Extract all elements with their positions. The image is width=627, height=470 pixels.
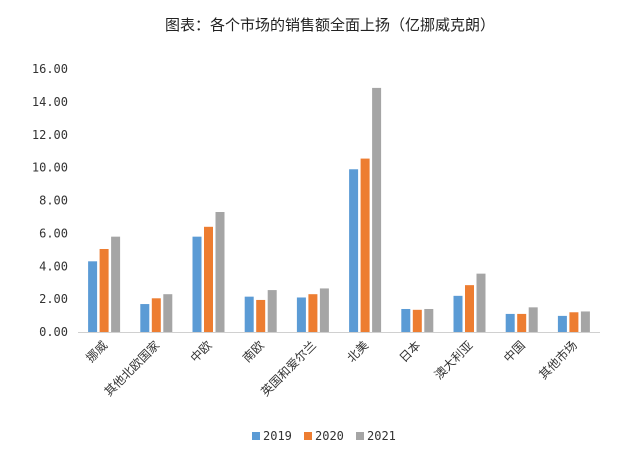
bar-2021	[319, 288, 329, 332]
x-category-label: 英国和爱尔兰	[257, 338, 319, 400]
bar-2019	[140, 304, 150, 332]
bar-2021	[111, 236, 121, 332]
legend-label: 2020	[315, 429, 344, 443]
x-category-label: 日本	[397, 338, 424, 365]
bar-2021	[476, 273, 486, 332]
legend-label: 2021	[367, 429, 396, 443]
bar-2020	[360, 158, 370, 332]
x-category-label: 南欧	[239, 338, 267, 366]
bar-2020	[256, 299, 266, 332]
bar-2020	[308, 294, 318, 332]
bar-2019	[401, 308, 411, 332]
x-category-label: 中国	[500, 338, 528, 366]
chart-title: 图表：各个市场的销售额全面上扬（亿挪威克朗）	[165, 16, 495, 34]
bar-2021	[580, 311, 590, 332]
y-tick-label: 14.00	[32, 95, 68, 109]
bar-2019	[505, 313, 515, 332]
x-category-label: 其他北欧国家	[101, 338, 163, 400]
y-tick-label: 6.00	[39, 226, 68, 240]
bar-2019	[349, 169, 359, 332]
y-tick-label: 8.00	[39, 194, 68, 208]
bar-2020	[204, 226, 213, 332]
bar-2021	[267, 290, 277, 332]
bar-2021	[372, 87, 382, 332]
bar-2019	[453, 295, 463, 332]
bar-2020	[99, 248, 109, 332]
bar-2021	[215, 212, 225, 332]
bar-2019	[192, 236, 202, 332]
y-tick-label: 10.00	[32, 161, 68, 175]
bar-2019	[296, 297, 306, 332]
y-tick-label: 2.00	[39, 292, 68, 306]
y-tick-label: 0.00	[39, 325, 68, 339]
bar-2020	[517, 313, 527, 332]
y-axis: 0.00 2.00 4.00 6.00 8.00 10.00 12.00 14.00 16.00	[32, 62, 68, 339]
legend-swatch-2020	[304, 432, 312, 440]
legend-swatch-2021	[356, 432, 364, 440]
legend-label: 2019	[263, 429, 292, 443]
bar-2020	[465, 285, 474, 332]
x-category-label: 澳大利亚	[432, 338, 476, 382]
x-category-label: 中欧	[187, 338, 215, 366]
legend: 2019 2020 2021	[252, 429, 396, 443]
bars	[88, 87, 590, 332]
y-tick-label: 4.00	[39, 259, 68, 273]
bar-2021	[424, 308, 434, 332]
x-category-label: 其他市场	[535, 338, 580, 383]
bar-2021	[163, 294, 173, 332]
bar-2021	[528, 307, 538, 332]
bar-2019	[244, 296, 254, 332]
y-tick-label: 16.00	[32, 62, 68, 76]
y-tick-label: 12.00	[32, 128, 68, 142]
bar-2020	[412, 309, 422, 332]
bar-2019	[557, 315, 567, 332]
bar-2020	[151, 298, 161, 332]
legend-swatch-2019	[252, 432, 260, 440]
bar-2019	[88, 261, 98, 332]
x-category-label: 挪威	[83, 338, 110, 365]
bar-2020	[569, 312, 579, 332]
x-category-label: 北美	[344, 338, 371, 365]
